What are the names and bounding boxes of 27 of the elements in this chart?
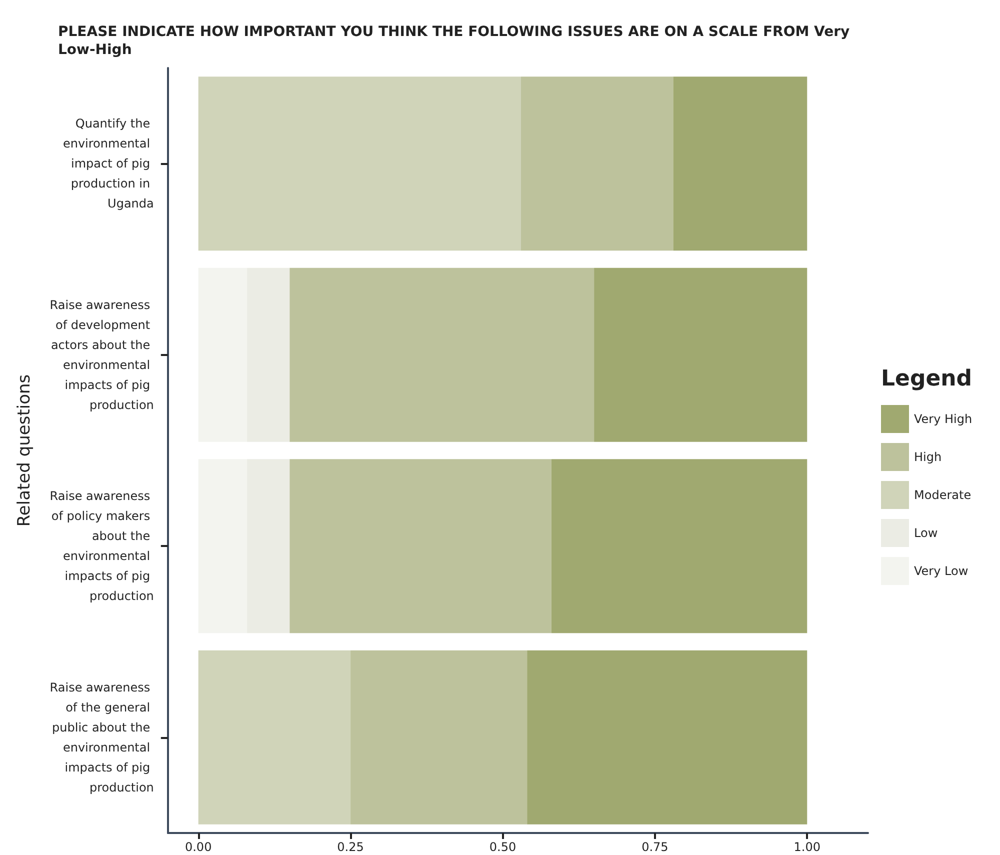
y-tick-label: Raise awareness of policy makers about the environmental impacts of pig production	[50, 489, 154, 604]
legend-label: Very High	[914, 412, 972, 426]
bar	[290, 459, 552, 634]
x-tick-label: 0.75	[642, 840, 668, 854]
x-tick-label: 0.00	[184, 840, 212, 854]
y-tick-label: Raise awareness of development actors about the environmental impacts of pig production	[50, 298, 154, 412]
legend-label: Low	[914, 526, 938, 540]
bar	[527, 650, 808, 824]
y-axis-title: Related questions	[14, 374, 34, 527]
bar	[350, 650, 528, 824]
bar	[290, 268, 594, 442]
legend-label: Very Low	[914, 564, 968, 578]
x-tick-label: 0.25	[337, 840, 364, 854]
chart-title: PLEASE INDICATE HOW IMPORTANT YOU THINK THE FOLLOWING ISSUES ARE ON A SCALE FROM Very Low-High	[58, 24, 854, 58]
bar	[673, 76, 808, 251]
bar	[520, 76, 674, 251]
legend-label: Moderate	[914, 488, 972, 502]
legend-label: High	[914, 450, 942, 464]
y-tick-label: Raise awareness of the general public about the environmental impacts of pig production	[50, 680, 154, 794]
bar	[551, 459, 808, 634]
y-tick-label: Quantify the environmental impact of pig production in Uganda	[62, 116, 154, 211]
bar	[198, 76, 521, 251]
x-tick-label: 0.50	[489, 840, 516, 854]
bar	[594, 268, 808, 442]
bar	[198, 650, 351, 824]
x-tick-label: 1.00	[794, 840, 820, 854]
legend-title: Legend	[881, 366, 972, 392]
